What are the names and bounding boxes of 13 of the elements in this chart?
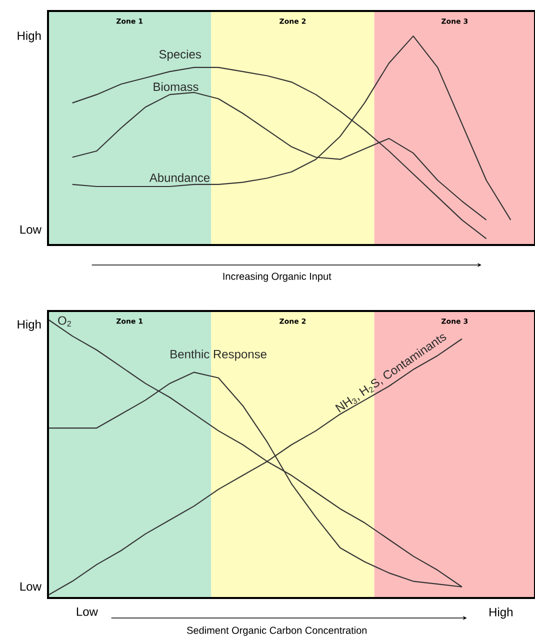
text: Low (76, 608, 98, 616)
series-label: O$_{2}$ (58, 316, 71, 326)
text: Low (20, 582, 42, 591)
text: Low (20, 225, 42, 234)
series-label: Benthic Response (170, 350, 266, 361)
series-label: Biomass (154, 82, 198, 92)
x-axis-title: Sediment Organic Carbon Concentration (187, 626, 367, 636)
text: High (18, 31, 41, 42)
series-label: Species (159, 50, 202, 61)
text: High (490, 608, 512, 619)
x-axis-title: Increasing Organic Input (223, 272, 332, 282)
series-label: Abundance (149, 173, 210, 182)
text: High (18, 320, 41, 331)
